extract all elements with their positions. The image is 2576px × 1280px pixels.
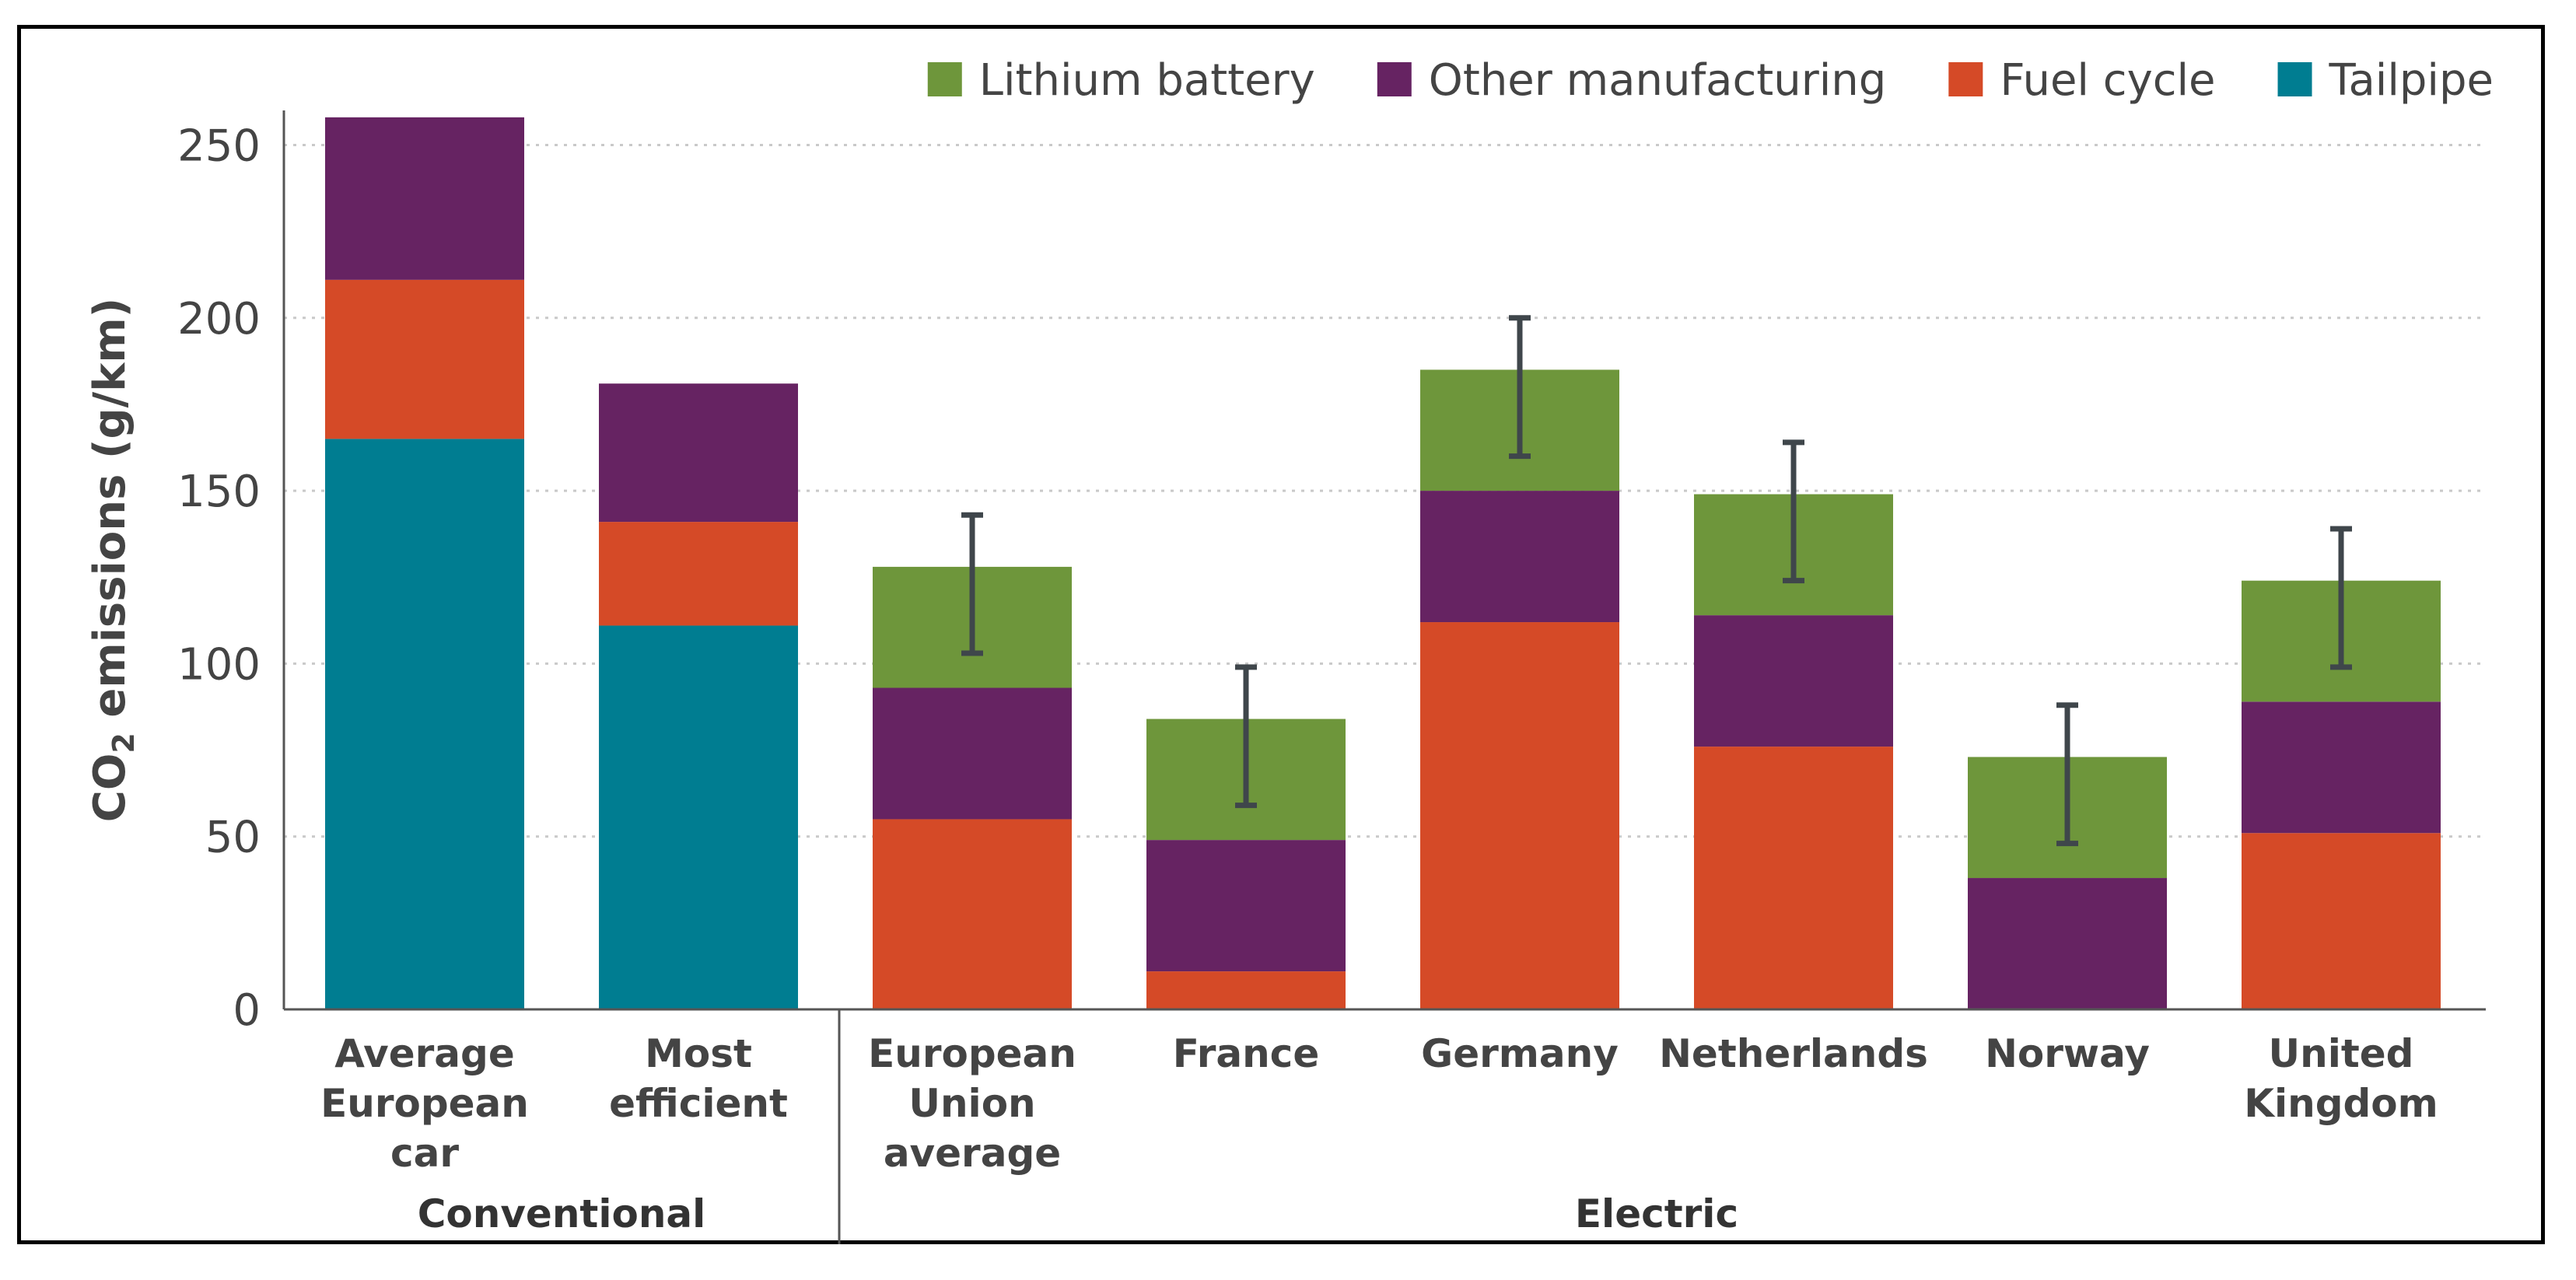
group-labels: Conventional Electric (418, 1009, 1738, 1244)
category-label-germany: Germany (1421, 1031, 1619, 1076)
error-bar-norway (2056, 702, 2078, 847)
category-label-european-union-average: European Union average (868, 1031, 1076, 1176)
bar-most-efficient-tailpipe (599, 625, 798, 1009)
y-axis-title-main: CO (85, 754, 135, 823)
category-label-line: Kingdom (2244, 1081, 2438, 1126)
error-bars (961, 315, 2352, 847)
bar-france-fuel-cycle (1146, 971, 1346, 1009)
y-axis-title: CO2 emissions (g/km) (85, 298, 141, 823)
bar-european-union-average-fuel-cycle (873, 819, 1072, 1009)
legend-swatch-fuel-cycle (1948, 62, 1983, 96)
category-label-average-european-car: Average European car (320, 1031, 529, 1176)
error-bar-european-union-average (961, 512, 983, 656)
group-label-electric: Electric (1575, 1191, 1738, 1236)
category-label-line: Union (908, 1081, 1035, 1126)
category-label-line: European (868, 1031, 1076, 1076)
y-tick-label-250: 250 (177, 121, 261, 171)
error-bar-netherlands (1783, 439, 1804, 584)
error-bar-france (1235, 664, 1257, 809)
category-label-line: Germany (1421, 1031, 1619, 1076)
legend-swatch-tailpipe (2277, 62, 2312, 96)
y-tick-label-100: 100 (177, 639, 261, 690)
axes (282, 110, 2486, 1011)
category-label-france: France (1173, 1031, 1320, 1076)
y-tick-labels: 0 50 100 150 200 250 (177, 121, 261, 1036)
bar-average-european-car-fuel-cycle (325, 279, 524, 439)
category-label-netherlands: Netherlands (1659, 1031, 1928, 1076)
y-tick-label-50: 50 (205, 813, 261, 863)
legend-swatch-other-manufacturing (1377, 62, 1412, 96)
category-label-line: Average (334, 1031, 515, 1076)
category-label-line: United (2269, 1031, 2414, 1076)
y-axis-title-subscript: 2 (107, 733, 141, 753)
bar-european-union-average-other-manufacturing (873, 687, 1072, 820)
legend-label-fuel-cycle: Fuel cycle (2000, 55, 2215, 106)
bar-most-efficient-other-manufacturing (599, 383, 798, 523)
legend-swatch-lithium-battery (927, 62, 962, 96)
category-label-line: efficient (609, 1081, 788, 1126)
bar-average-european-car-other-manufacturing (325, 117, 524, 280)
y-tick-label-200: 200 (177, 294, 261, 344)
error-bar-united-kingdom (2330, 526, 2352, 670)
y-axis-title-rest: emissions (g/km) (85, 298, 135, 733)
bar-united-kingdom-fuel-cycle (2242, 833, 2441, 1009)
bar-france-other-manufacturing (1146, 840, 1346, 972)
y-tick-label-150: 150 (177, 467, 261, 517)
category-label-line: car (390, 1131, 459, 1176)
category-label-line: European (320, 1081, 529, 1126)
y-tick-label-0: 0 (233, 985, 261, 1036)
category-label-line: Norway (1985, 1031, 2150, 1076)
category-labels: Average European car Most efficient European U… (320, 1031, 2438, 1176)
error-bar-germany (1509, 315, 1531, 460)
bar-norway-other-manufacturing (1968, 878, 2167, 1009)
bar-average-european-car-tailpipe (325, 439, 524, 1009)
category-label-line: Most (645, 1031, 752, 1076)
bars (325, 117, 2441, 1009)
category-label-norway: Norway (1985, 1031, 2150, 1076)
bar-most-efficient-fuel-cycle (599, 522, 798, 626)
legend-label-lithium-battery: Lithium battery (979, 55, 1315, 106)
bar-netherlands-fuel-cycle (1694, 747, 1893, 1009)
legend-label-tailpipe: Tailpipe (2329, 55, 2494, 106)
bar-united-kingdom-other-manufacturing (2242, 701, 2441, 834)
bar-netherlands-other-manufacturing (1694, 615, 1893, 747)
legend: Lithium battery Other manufacturing Fuel c… (927, 55, 2494, 106)
category-label-most-efficient: Most efficient (609, 1031, 788, 1126)
bar-germany-fuel-cycle (1420, 622, 1619, 1009)
legend-label-other-manufacturing: Other manufacturing (1429, 55, 1887, 106)
category-label-line: France (1173, 1031, 1320, 1076)
category-label-line: Netherlands (1659, 1031, 1928, 1076)
category-label-united-kingdom: United Kingdom (2244, 1031, 2438, 1126)
category-label-line: average (884, 1131, 1061, 1176)
bar-germany-other-manufacturing (1420, 491, 1619, 623)
group-label-conventional: Conventional (418, 1191, 706, 1236)
